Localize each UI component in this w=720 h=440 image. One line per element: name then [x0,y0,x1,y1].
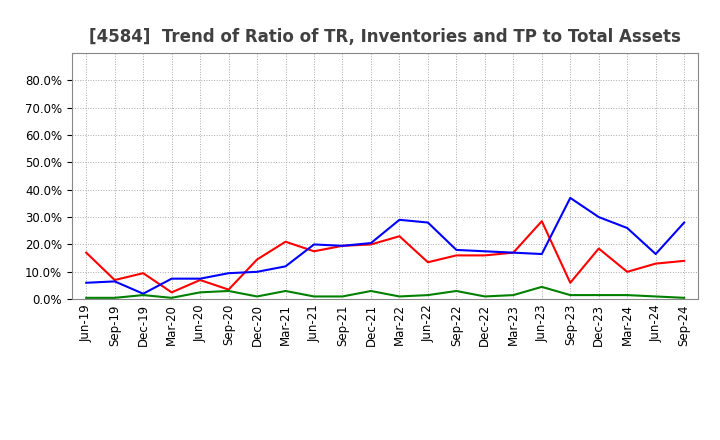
Inventories [225,271,233,276]
Trade Payables [395,294,404,299]
Trade Receivables [537,219,546,224]
Trade Receivables [253,257,261,262]
Title: [4584]  Trend of Ratio of TR, Inventories and TP to Total Assets: [4584] Trend of Ratio of TR, Inventories… [89,28,681,46]
Inventories [310,242,318,247]
Trade Receivables [395,234,404,239]
Inventories [652,251,660,257]
Inventories [82,280,91,286]
Trade Payables [623,293,631,298]
Trade Receivables [423,260,432,265]
Trade Payables [595,293,603,298]
Inventories [366,240,375,246]
Inventories [110,279,119,284]
Trade Payables [680,295,688,301]
Inventories [537,251,546,257]
Trade Payables [196,290,204,295]
Inventories [338,243,347,249]
Trade Receivables [196,277,204,282]
Trade Receivables [82,250,91,255]
Trade Payables [652,294,660,299]
Trade Receivables [452,253,461,258]
Line: Inventories: Inventories [86,198,684,294]
Inventories [623,225,631,231]
Inventories [595,214,603,220]
Trade Payables [338,294,347,299]
Trade Payables [310,294,318,299]
Inventories [423,220,432,225]
Trade Receivables [366,242,375,247]
Trade Receivables [110,277,119,282]
Inventories [139,291,148,297]
Trade Payables [566,293,575,298]
Trade Payables [110,295,119,301]
Inventories [167,276,176,281]
Trade Receivables [338,243,347,249]
Inventories [253,269,261,275]
Trade Payables [282,288,290,293]
Inventories [196,276,204,281]
Trade Receivables [225,287,233,292]
Inventories [480,249,489,254]
Trade Receivables [509,250,518,255]
Trade Receivables [566,280,575,286]
Inventories [680,220,688,225]
Inventories [395,217,404,223]
Line: Trade Payables: Trade Payables [86,287,684,298]
Trade Receivables [595,246,603,251]
Trade Receivables [167,290,176,295]
Inventories [282,264,290,269]
Trade Receivables [282,239,290,244]
Inventories [452,247,461,253]
Trade Payables [423,293,432,298]
Inventories [566,195,575,201]
Trade Receivables [139,271,148,276]
Trade Payables [139,293,148,298]
Trade Receivables [623,269,631,275]
Trade Payables [509,293,518,298]
Line: Trade Receivables: Trade Receivables [86,221,684,292]
Trade Payables [537,284,546,290]
Trade Receivables [310,249,318,254]
Trade Receivables [480,253,489,258]
Trade Payables [366,288,375,293]
Trade Receivables [652,261,660,266]
Trade Payables [167,295,176,301]
Trade Payables [82,295,91,301]
Trade Payables [480,294,489,299]
Trade Payables [452,288,461,293]
Trade Receivables [680,258,688,264]
Trade Payables [225,288,233,293]
Inventories [509,250,518,255]
Trade Payables [253,294,261,299]
